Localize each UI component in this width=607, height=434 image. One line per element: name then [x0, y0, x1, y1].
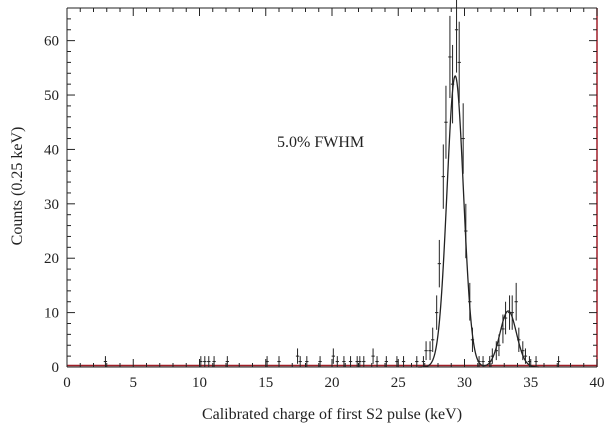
x-tick-label: 15 — [258, 375, 273, 391]
y-tick-label: 20 — [44, 251, 59, 267]
x-tick-label: 5 — [130, 375, 138, 391]
x-axis-label: Calibrated charge of first S2 pulse (keV… — [202, 406, 462, 423]
fit-curve — [418, 75, 539, 368]
x-tick-label: 30 — [457, 375, 472, 391]
y-tick-label: 50 — [44, 88, 59, 104]
fit-curve-group — [418, 75, 539, 368]
y-tick-label: 10 — [44, 306, 59, 322]
y-tick-label: 40 — [44, 142, 59, 158]
x-tick-label: 25 — [391, 375, 406, 391]
x-tick-label: 10 — [192, 375, 207, 391]
fwhm-annotation: 5.0% FWHM — [277, 134, 364, 151]
x-tick-label: 40 — [590, 375, 605, 391]
y-tick-label: 30 — [44, 197, 59, 213]
x-tick-label: 20 — [325, 375, 340, 391]
axis-ticks: 0 5 10 15 20 25 30 35 40 0 10 20 30 40 50 60 — [44, 7, 605, 391]
y-axis-label: Counts (0.25 keV) — [9, 127, 26, 246]
y-tick-label: 60 — [44, 34, 59, 50]
x-tick-label: 35 — [523, 375, 538, 391]
plot-frame — [66, 7, 598, 368]
data-points — [103, 0, 561, 367]
y-tick-label: 0 — [52, 360, 60, 376]
x-tick-label: 0 — [63, 375, 71, 391]
